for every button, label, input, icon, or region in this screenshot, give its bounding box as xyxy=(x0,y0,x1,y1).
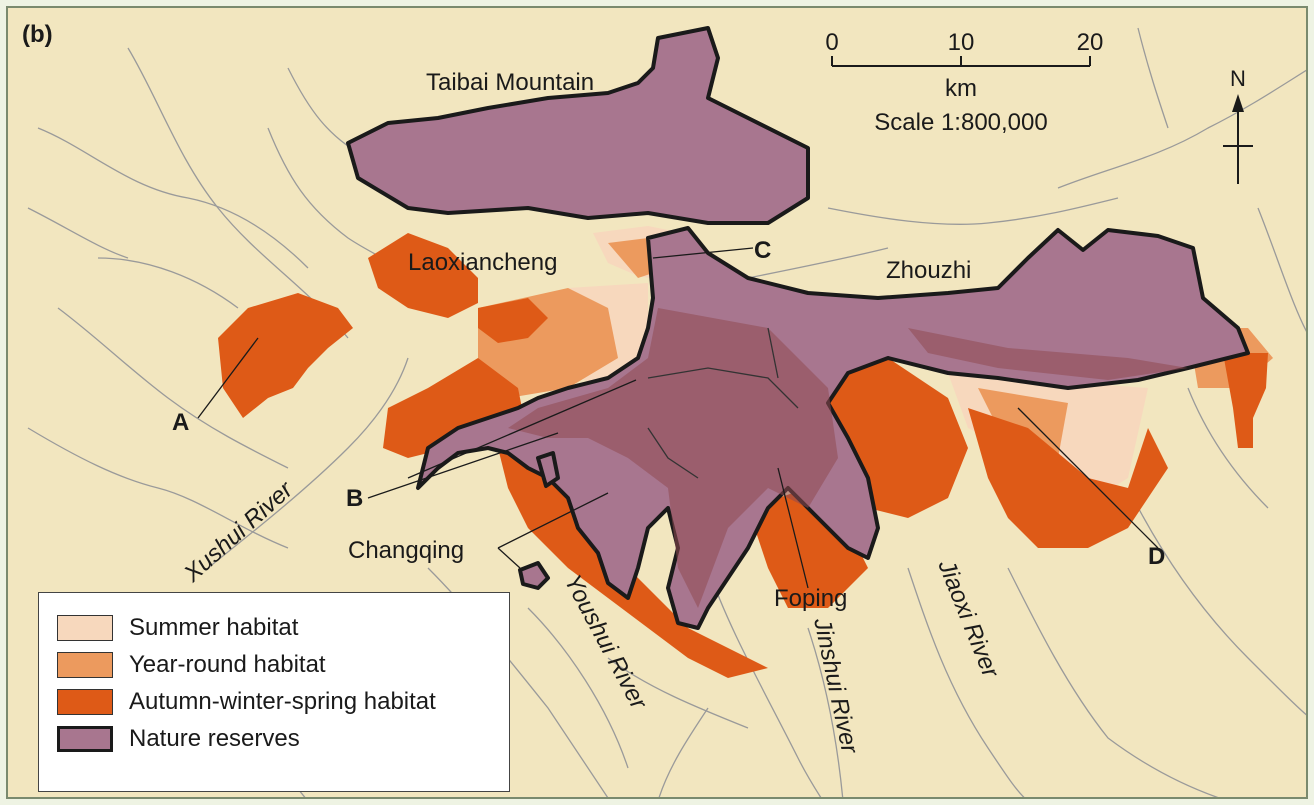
scale-tick-0: 0 xyxy=(825,29,838,56)
north-arrow-icon xyxy=(1223,94,1253,184)
marker-b: B xyxy=(346,485,363,512)
place-foping: Foping xyxy=(774,585,847,612)
legend-swatch-summer xyxy=(57,615,113,641)
map-frame: 0 10 20 km Scale 1:800,000 N (b) Taibai … xyxy=(6,6,1308,799)
legend-swatch-reserves xyxy=(57,726,113,752)
legend-swatch-year-round xyxy=(57,652,113,678)
place-laoxiancheng: Laoxiancheng xyxy=(408,249,557,276)
map-canvas: 0 10 20 km Scale 1:800,000 N (b) Taibai … xyxy=(22,21,1306,797)
scale-tick-20: 20 xyxy=(1077,29,1104,56)
reserve-internal-boundaries xyxy=(647,327,799,479)
scale-bar xyxy=(831,56,1091,67)
legend-item-year-round: Year-round habitat xyxy=(57,650,326,680)
legend-label-summer: Summer habitat xyxy=(129,614,299,641)
place-taibai: Taibai Mountain xyxy=(426,69,594,96)
marker-a: A xyxy=(172,409,189,436)
marker-d: D xyxy=(1148,543,1165,570)
reserve-shading xyxy=(508,308,1188,608)
place-zhouzhi: Zhouzhi xyxy=(886,257,971,284)
legend-item-reserves: Nature reserves xyxy=(57,724,300,754)
scale-unit: km xyxy=(945,75,977,102)
river-xushui: Xushui River xyxy=(178,476,299,588)
marker-c: C xyxy=(754,237,771,264)
legend-item-autumn: Autumn-winter-spring habitat xyxy=(57,687,436,717)
legend: Summer habitat Year-round habitat Autumn… xyxy=(38,592,510,792)
north-label: N xyxy=(1230,66,1246,91)
river-jinshui: Jinshui River xyxy=(808,615,863,757)
panel-label: (b) xyxy=(22,21,53,48)
legend-item-summer: Summer habitat xyxy=(57,613,298,643)
river-network xyxy=(27,27,1306,797)
legend-label-autumn: Autumn-winter-spring habitat xyxy=(129,688,436,715)
scale-tick-10: 10 xyxy=(948,29,975,56)
scale-text: Scale 1:800,000 xyxy=(874,109,1047,136)
legend-label-year-round: Year-round habitat xyxy=(129,651,326,678)
legend-label-reserves: Nature reserves xyxy=(129,725,300,752)
legend-swatch-autumn xyxy=(57,689,113,715)
place-changqing: Changqing xyxy=(348,537,464,564)
pointer-lines xyxy=(197,247,1159,589)
